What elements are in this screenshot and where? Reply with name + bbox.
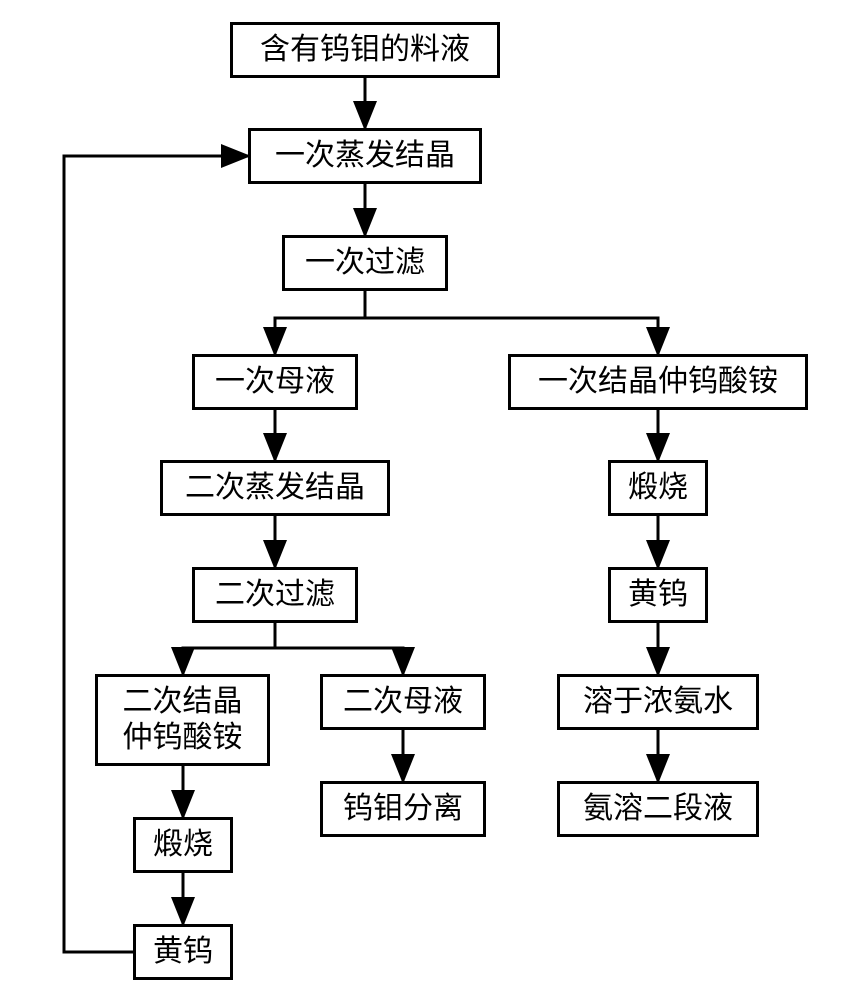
flowchart-edge-8 <box>183 648 275 674</box>
flowchart-edge-9 <box>275 648 403 674</box>
flowchart-node-n4: 一次母液 <box>192 354 358 410</box>
flowchart-node-n13: 钨钼分离 <box>320 781 486 837</box>
flowchart-node-n15: 煅烧 <box>133 817 233 873</box>
flowchart-edge-4 <box>365 318 658 354</box>
flowchart-node-n1: 含有钨钼的料液 <box>230 22 500 78</box>
flowchart-edge-3 <box>275 318 365 354</box>
flowchart-node-n9: 黄钨 <box>608 567 708 623</box>
flowchart-node-n3: 一次过滤 <box>282 235 448 291</box>
flowchart-node-n8: 二次过滤 <box>192 567 358 623</box>
flowchart-node-n12: 溶于浓氨水 <box>557 674 759 730</box>
flowchart-node-n2: 一次蒸发结晶 <box>248 128 482 184</box>
flowchart-node-n5: 一次结晶仲钨酸铵 <box>508 354 808 410</box>
flowchart-node-n16: 黄钨 <box>133 924 233 980</box>
flowchart-node-n7: 煅烧 <box>608 460 708 516</box>
flowchart-node-n10: 二次结晶 仲钨酸铵 <box>95 674 270 766</box>
flowchart-node-n6: 二次蒸发结晶 <box>160 460 390 516</box>
flowchart-node-n14: 氨溶二段液 <box>557 781 759 837</box>
flowchart-node-n11: 二次母液 <box>320 674 486 730</box>
